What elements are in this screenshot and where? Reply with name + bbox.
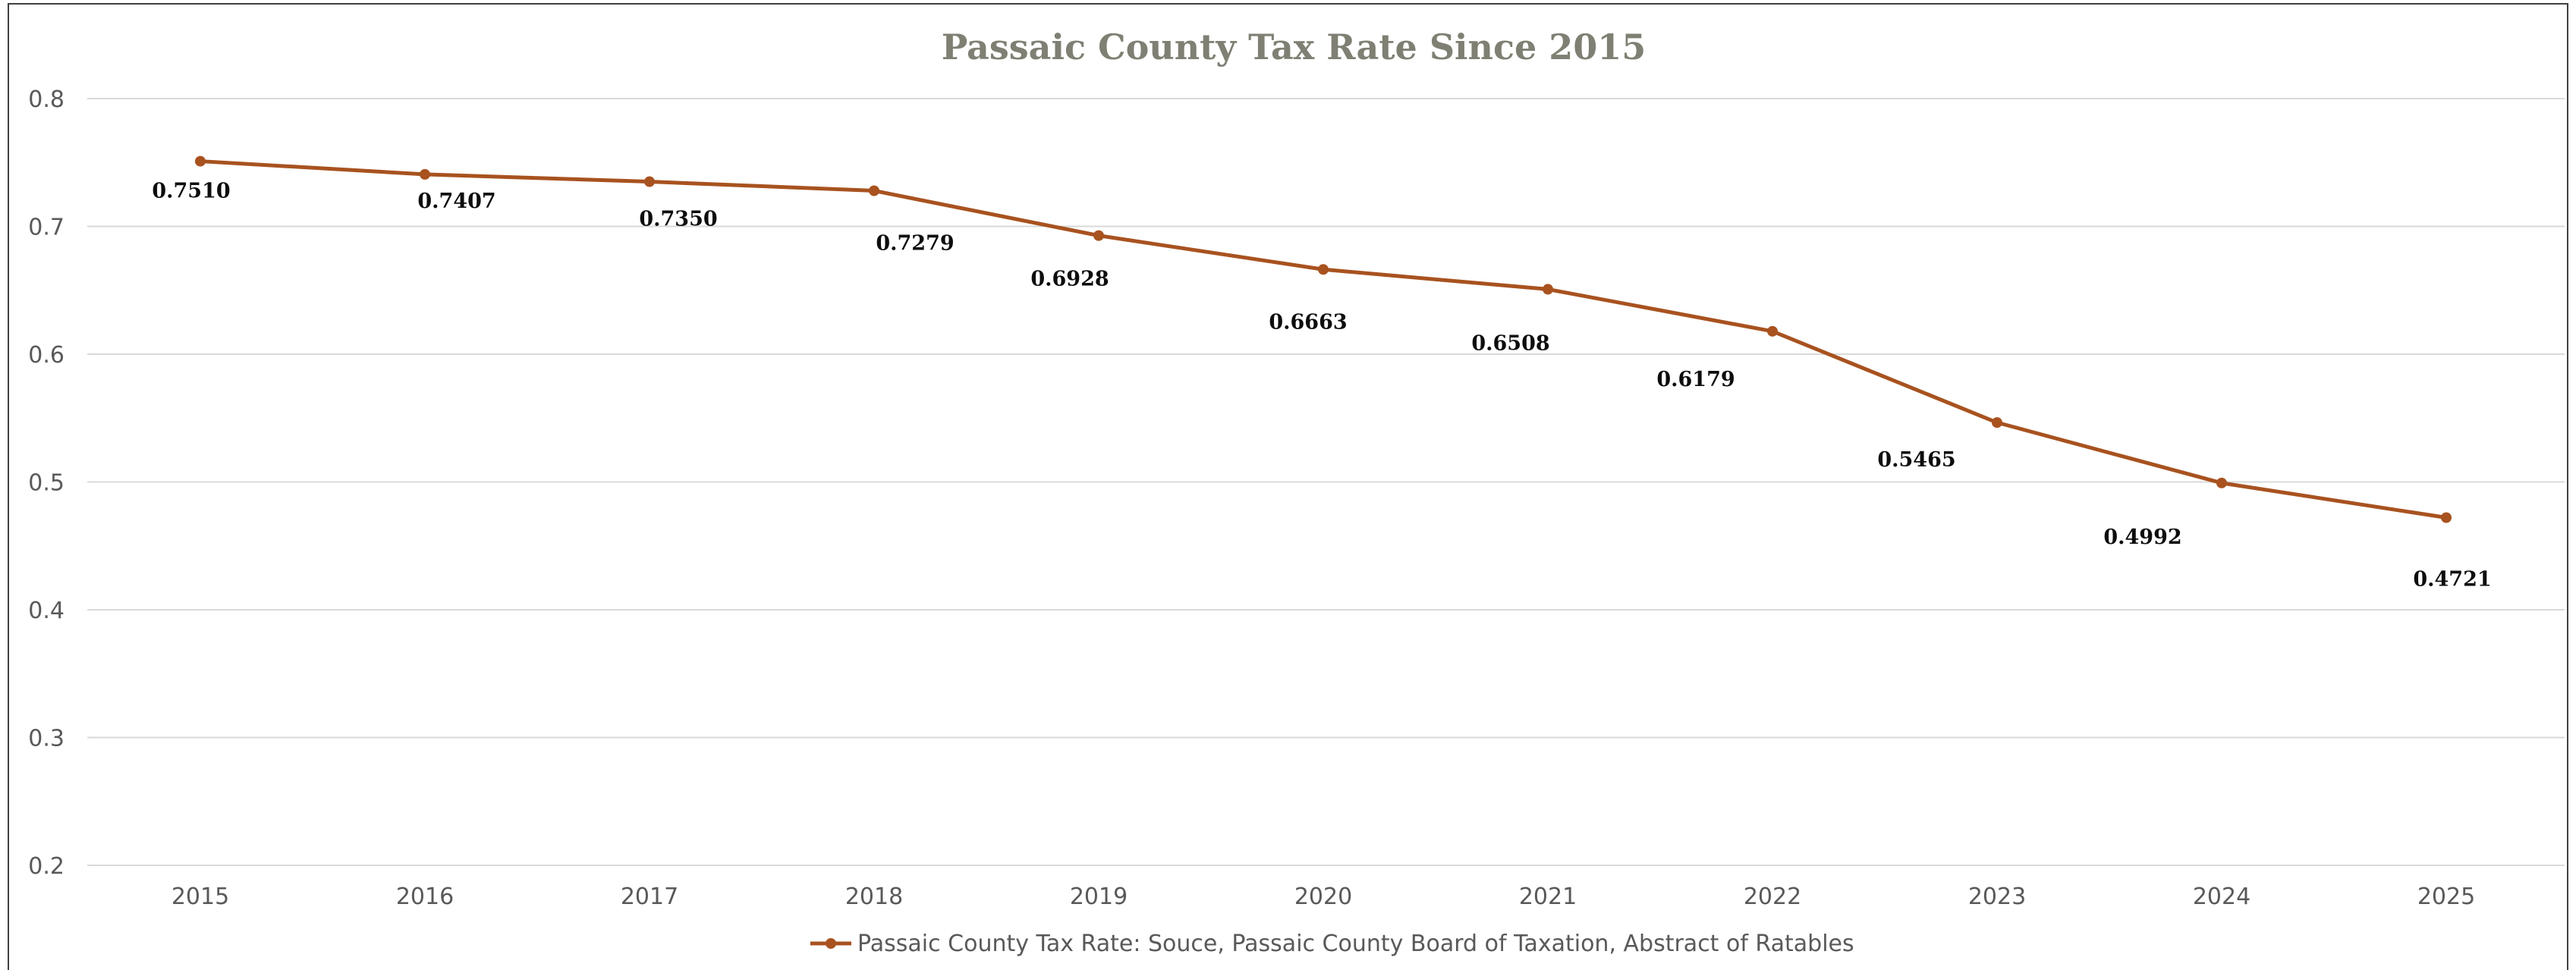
data-label: 0.6663 [1269,310,1347,334]
legend: Passaic County Tax Rate: Souce, Passaic … [810,931,1854,957]
x-tick-label: 2020 [1294,884,1352,910]
y-tick-label: 0.7 [28,215,64,241]
y-tick-label: 0.3 [28,726,64,752]
y-tick-label: 0.5 [28,470,64,497]
gridlines [87,98,2565,866]
data-point [195,155,206,167]
x-tick-label: 2018 [845,884,903,910]
x-tick-label: 2024 [2193,884,2250,910]
data-label: 0.6508 [1471,331,1549,355]
x-tick-label: 2015 [171,884,229,910]
data-point [2216,477,2227,488]
data-point [1767,325,1778,337]
x-tick-label: 2022 [1744,884,1801,910]
chart-frame [8,3,2568,970]
y-tick-label: 0.8 [28,86,64,113]
legend-series-name: Passaic County Tax Rate: Souce, Passaic … [857,931,1854,957]
x-tick-label: 2017 [621,884,678,910]
data-label: 0.4721 [2413,568,2491,592]
x-tick-label: 2021 [1519,884,1577,910]
data-point [869,185,879,196]
x-axis-tick-labels: 2015 2016 2017 2018 2019 2020 2021 2022 2023 2024… [171,884,2475,910]
data-point [1318,264,1329,275]
x-tick-label: 2025 [2417,884,2475,910]
legend-point-marker [826,938,836,949]
x-tick-label: 2023 [1968,884,2026,910]
data-label: 0.7350 [639,208,717,231]
series-line [200,159,2447,520]
data-point [2441,512,2452,523]
data-point [644,176,655,187]
data-label: 0.7407 [417,190,495,213]
data-label: 0.7279 [876,231,954,255]
data-labels: 0.7510 0.7407 0.7350 0.7279 0.6928 0.6663 0.65… [152,180,2491,592]
x-tick-label: 2019 [1070,884,1128,910]
data-point [1992,417,2002,428]
x-tick-label: 2016 [396,884,454,910]
y-axis-tick-labels: 0.2 0.3 0.4 0.5 0.6 0.7 0.8 [28,86,64,880]
data-point [1093,230,1104,241]
data-label: 0.4992 [2103,526,2181,549]
data-label: 0.6179 [1656,368,1735,391]
y-tick-label: 0.2 [28,853,64,880]
data-label: 0.7510 [152,180,230,203]
series-line-group [195,155,2452,523]
data-label: 0.5465 [1877,448,1955,472]
y-tick-label: 0.6 [28,342,64,369]
data-point [420,168,430,180]
y-tick-label: 0.4 [28,598,64,624]
data-label: 0.6928 [1030,268,1109,291]
chart-title: Passaic County Tax Rate Since 2015 [942,27,1647,67]
data-point [1543,284,1553,295]
